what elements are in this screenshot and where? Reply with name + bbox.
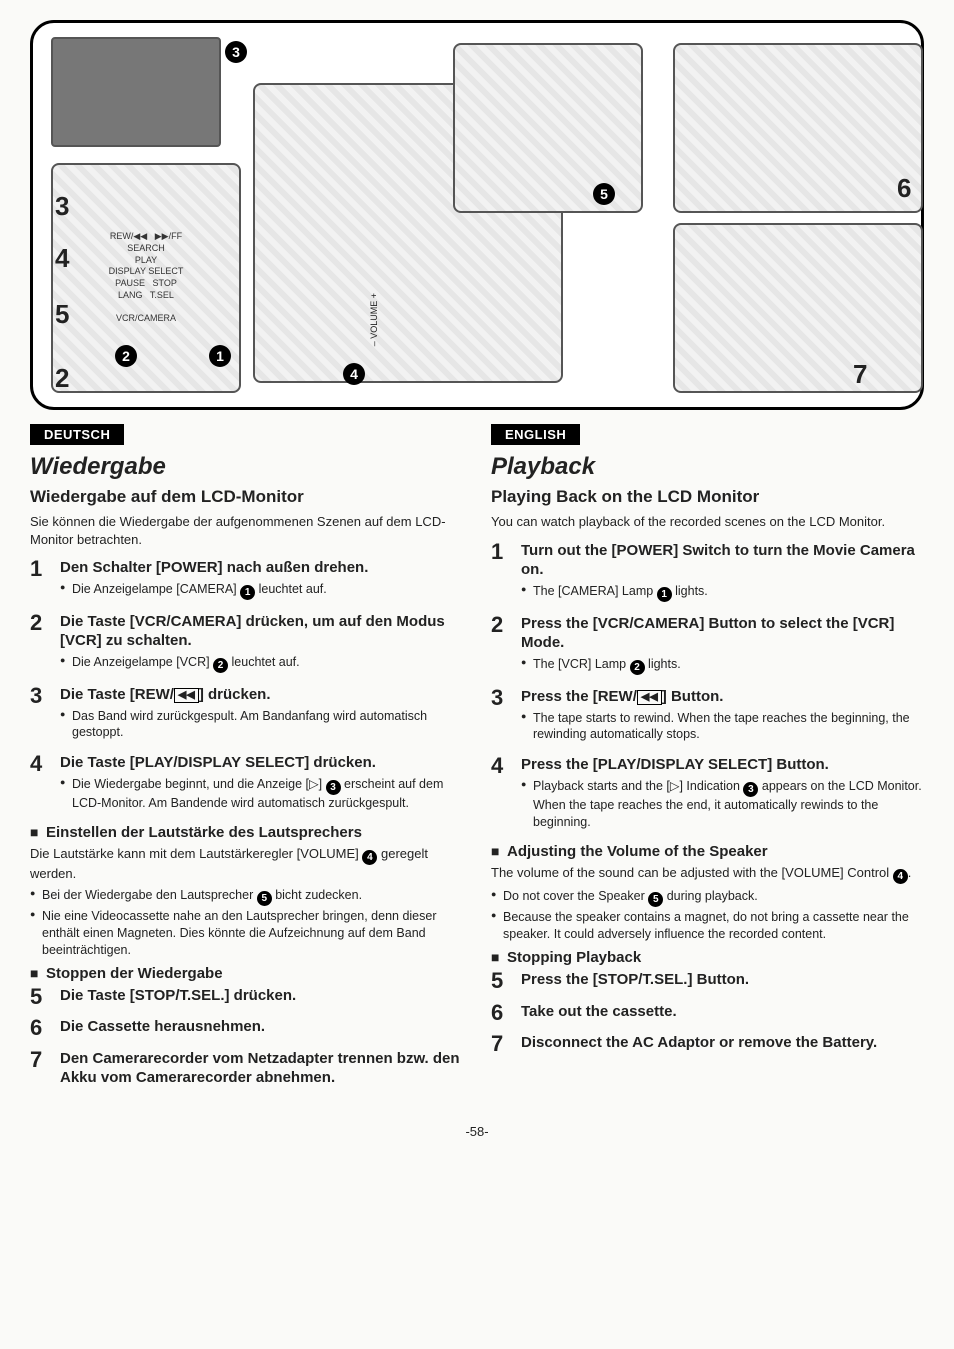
ref-num-2: 2 (55, 363, 69, 394)
ref-num-6: 6 (897, 173, 911, 204)
step-title: Disconnect the AC Adaptor or remove the … (521, 1033, 924, 1053)
illustration-zebra-lcd (51, 37, 221, 147)
intro-de: Sie können die Wiedergabe der aufgenomme… (30, 513, 463, 548)
volume-body-en: The volume of the sound can be adjusted … (491, 864, 924, 884)
step-title: Turn out the [POWER] Switch to turn the … (521, 541, 924, 580)
callout-2: 2 (115, 345, 137, 367)
step-title: Press the [STOP/T.SEL.] Button. (521, 970, 924, 990)
step-title: Press the [VCR/CAMERA] Button to select … (521, 614, 924, 653)
step-en-3: Press the [REW/◀◀] Button. The tape star… (491, 687, 924, 743)
page-number: -58- (30, 1124, 924, 1139)
title-en: Playback (491, 453, 924, 481)
subtitle-de: Wiedergabe auf dem LCD-Monitor (30, 487, 463, 507)
lang-tag-de: DEUTSCH (30, 424, 124, 445)
ref-num-7: 7 (853, 359, 867, 390)
callout-4: 4 (343, 363, 365, 385)
bullet: Because the speaker contains a magnet, d… (491, 909, 924, 943)
callout-5: 5 (593, 183, 615, 205)
stop-head-de: Stoppen der Wiedergabe (30, 965, 463, 982)
step-title: Press the [PLAY/DISPLAY SELECT] Button. (521, 755, 924, 775)
label-play: PLAY (135, 255, 157, 265)
step-en-2: Press the [VCR/CAMERA] Button to select … (491, 614, 924, 675)
bullet: Die Wiedergabe beginnt, und die Anzeige … (60, 776, 463, 812)
lang-tag-en: ENGLISH (491, 424, 580, 445)
step-en-7: Disconnect the AC Adaptor or remove the … (491, 1033, 924, 1053)
label-tsel: T.SEL (150, 290, 174, 300)
callout-1: 1 (209, 345, 231, 367)
label-stop: STOP (153, 278, 177, 288)
label-vcr-camera: VCR/CAMERA (116, 313, 176, 323)
step-title: Die Taste [REW/◀◀] drücken. (60, 685, 463, 705)
label-ff: ▶▶/FF (155, 231, 182, 241)
label-search: SEARCH (127, 243, 165, 253)
stop-steps-en: Press the [STOP/T.SEL.] Button. Take out… (491, 970, 924, 1053)
column-german: DEUTSCH Wiedergabe Wiedergabe auf dem LC… (30, 424, 463, 1100)
label-volume: – VOLUME + (369, 293, 379, 346)
step-title: Die Taste [VCR/CAMERA] drücken, um auf d… (60, 612, 463, 651)
stop-head-en: Stopping Playback (491, 949, 924, 966)
bullet: Die Anzeigelampe [VCR] 2 leuchtet auf. (60, 654, 463, 673)
column-english: ENGLISH Playback Playing Back on the LCD… (491, 424, 924, 1100)
step-de-2: Die Taste [VCR/CAMERA] drücken, um auf d… (30, 612, 463, 673)
label-pause: PAUSE (115, 278, 145, 288)
bullet: The [CAMERA] Lamp 1 lights. (521, 583, 924, 602)
step-en-5: Press the [STOP/T.SEL.] Button. (491, 970, 924, 990)
volume-head-de: Einstellen der Lautstärke des Lautsprech… (30, 824, 463, 841)
callout-3: 3 (225, 41, 247, 63)
bullet: Die Anzeigelampe [CAMERA] 1 leuchtet auf… (60, 581, 463, 600)
title-de: Wiedergabe (30, 453, 463, 481)
step-de-7: Den Camerarecorder vom Netzadapter trenn… (30, 1049, 463, 1088)
label-lang: LANG (118, 290, 143, 300)
bullet: The tape starts to rewind. When the tape… (521, 710, 924, 744)
step-de-3: Die Taste [REW/◀◀] drücken. Das Band wir… (30, 685, 463, 741)
step-en-1: Turn out the [POWER] Switch to turn the … (491, 541, 924, 602)
ref-num-3: 3 (55, 191, 69, 222)
bullet: Do not cover the Speaker 5 during playba… (491, 888, 924, 907)
illustration-camcorder-top-right (673, 43, 923, 213)
illustration-frame: 3 REW/◀◀ ▶▶/FF SEARCH PLAY DISPLAY SELEC… (30, 20, 924, 410)
illustration-camcorder-bottom-right (673, 223, 923, 393)
subtitle-en: Playing Back on the LCD Monitor (491, 487, 924, 507)
step-title: Den Camerarecorder vom Netzadapter trenn… (60, 1049, 463, 1088)
step-de-5: Die Taste [STOP/T.SEL.] drücken. (30, 986, 463, 1006)
step-title: Press the [REW/◀◀] Button. (521, 687, 924, 707)
step-en-6: Take out the cassette. (491, 1002, 924, 1022)
step-title: Die Taste [PLAY/DISPLAY SELECT] drücken. (60, 753, 463, 773)
bullet: The [VCR] Lamp 2 lights. (521, 656, 924, 675)
ref-num-4: 4 (55, 243, 69, 274)
illustration-camcorder-top-left (453, 43, 643, 213)
volume-head-en: Adjusting the Volume of the Speaker (491, 843, 924, 860)
step-title: Den Schalter [POWER] nach außen drehen. (60, 558, 463, 578)
step-de-4: Die Taste [PLAY/DISPLAY SELECT] drücken.… (30, 753, 463, 812)
content-columns: DEUTSCH Wiedergabe Wiedergabe auf dem LC… (30, 424, 924, 1100)
intro-en: You can watch playback of the recorded s… (491, 513, 924, 531)
label-display-select: DISPLAY SELECT (109, 266, 184, 276)
step-de-6: Die Cassette herausnehmen. (30, 1017, 463, 1037)
steps-en: Turn out the [POWER] Switch to turn the … (491, 541, 924, 831)
bullet: Bei der Wiedergabe den Lautsprecher 5 bi… (30, 887, 463, 906)
step-de-1: Den Schalter [POWER] nach außen drehen. … (30, 558, 463, 600)
step-en-4: Press the [PLAY/DISPLAY SELECT] Button. … (491, 755, 924, 831)
bullet: Das Band wird zurückgespult. Am Bandanfa… (60, 708, 463, 742)
label-rew: REW/◀◀ (110, 231, 147, 241)
step-title: Die Cassette herausnehmen. (60, 1017, 463, 1037)
step-title: Take out the cassette. (521, 1002, 924, 1022)
bullet: Nie eine Videocassette nahe an den Lauts… (30, 908, 463, 959)
ref-num-5: 5 (55, 299, 69, 330)
step-title: Die Taste [STOP/T.SEL.] drücken. (60, 986, 463, 1006)
stop-steps-de: Die Taste [STOP/T.SEL.] drücken. Die Cas… (30, 986, 463, 1088)
volume-body-de: Die Lautstärke kann mit dem Lautstärkere… (30, 845, 463, 883)
bullet: Playback starts and the [▷] Indication 3… (521, 778, 924, 831)
steps-de: Den Schalter [POWER] nach außen drehen. … (30, 558, 463, 812)
